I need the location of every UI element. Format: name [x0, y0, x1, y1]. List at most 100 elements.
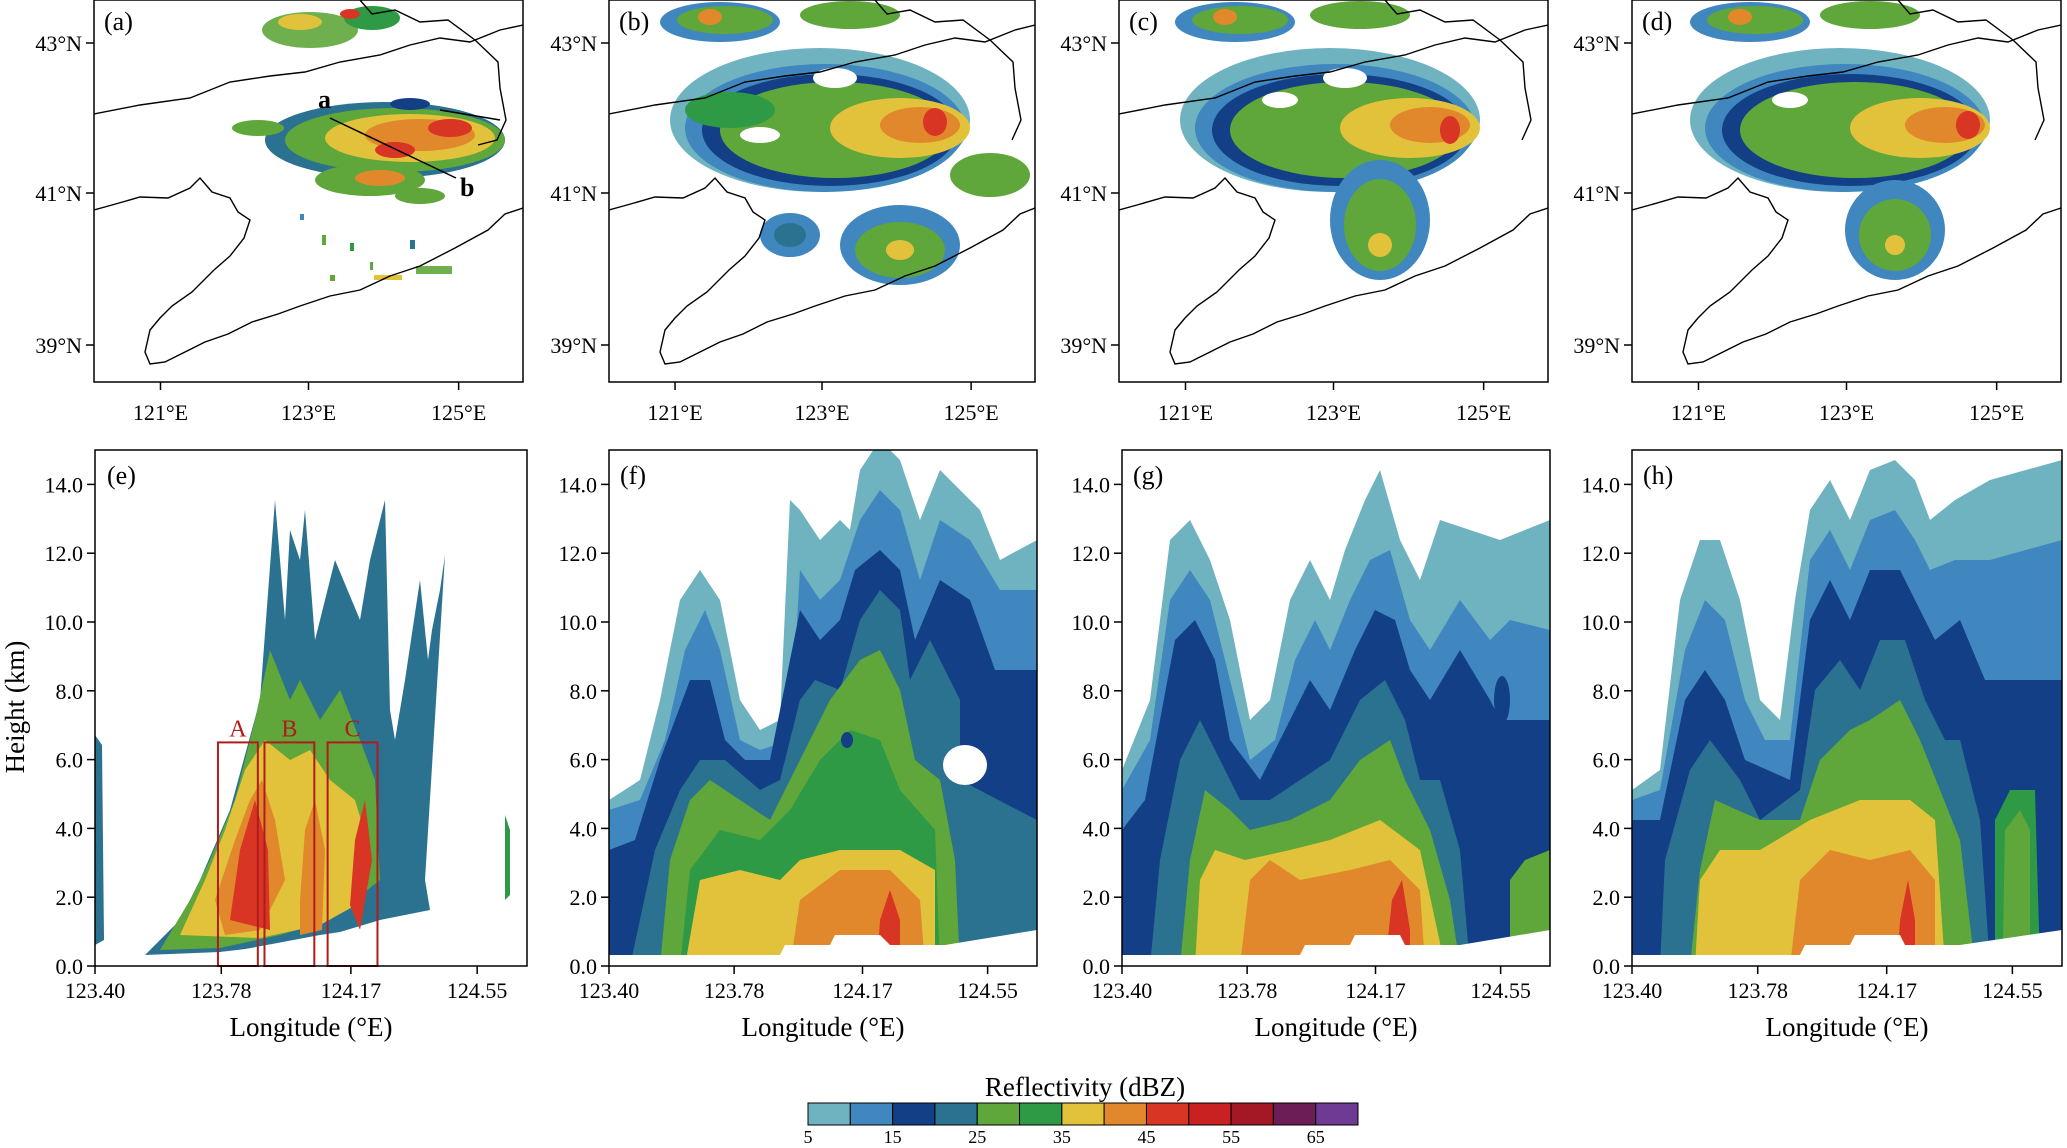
colorbar-swatch [1145, 1102, 1190, 1126]
panel-f-reflectivity [609, 450, 1037, 966]
height-tick-label: 0.0 [1593, 954, 1621, 979]
map-lon-label: 125°E [943, 400, 998, 425]
height-tick-label: 14.0 [1582, 472, 1621, 497]
map-lat-label: 39°N [1573, 333, 1620, 358]
longitude-tick-label: 123.40 [65, 978, 126, 1003]
height-tick-label: 2.0 [570, 885, 598, 910]
height-tick-label: 14.0 [559, 472, 598, 497]
cross-section-frame [608, 449, 1038, 967]
cross-section-frame [1121, 449, 1551, 967]
map-lon-label: 123°E [1306, 400, 1361, 425]
panel-b-geography [609, 0, 1035, 365]
cross-section-axes: 0.0 2.0 4.0 6.0 8.0 10.0 12.0 14.0 123.40 123.78 1… [45, 449, 2063, 1042]
colorbar-tick-label: 55 [1222, 1127, 1240, 1147]
height-tick-label: 12.0 [559, 541, 598, 566]
height-tick-label: 0.0 [56, 954, 84, 979]
map-lon-label: 121°E [647, 400, 702, 425]
height-tick-label: 12.0 [45, 541, 84, 566]
cross-section-frame [94, 449, 528, 967]
map-lon-label: 123°E [1819, 400, 1874, 425]
height-tick-label: 10.0 [45, 610, 84, 635]
longitude-tick-label: 123.40 [579, 978, 640, 1003]
longitude-tick-label: 123.40 [1092, 978, 1153, 1003]
map-lon-label: 121°E [1671, 400, 1726, 425]
colorbar-swatches [807, 1102, 1359, 1126]
map-lon-label: 125°E [1969, 400, 2024, 425]
colorbar-tick-label: 45 [1137, 1127, 1155, 1147]
panel-c-tag: (c) [1129, 7, 1158, 36]
longitude-tick-label: 123.78 [1727, 978, 1788, 1003]
longitude-axis-title: Longitude (°E) [1765, 1012, 1928, 1042]
height-tick-label: 0.0 [570, 954, 598, 979]
panel-h-reflectivity [1632, 460, 2062, 966]
height-tick-label: 4.0 [56, 816, 84, 841]
height-tick-label: 8.0 [1593, 679, 1621, 704]
map-lat-label: 41°N [1573, 181, 1620, 206]
height-tick-label: 6.0 [1593, 748, 1621, 773]
panel-e-reflectivity [95, 500, 527, 966]
panel-d: (d) [1631, 0, 2062, 383]
map-lat-label: 43°N [35, 31, 82, 56]
height-tick-label: 2.0 [1593, 885, 1621, 910]
height-tick-label: 10.0 [559, 610, 598, 635]
colorbar-tick-label: 35 [1053, 1127, 1071, 1147]
longitude-tick-label: 123.78 [191, 978, 252, 1003]
longitude-axis-title: Longitude (°E) [741, 1012, 904, 1042]
height-tick-label: 2.0 [56, 885, 84, 910]
map-lon-label: 123°E [794, 400, 849, 425]
height-tick-label: 8.0 [570, 679, 598, 704]
y-axis-title: Height (km) [0, 641, 30, 774]
panel-a-geography [94, 0, 523, 365]
height-tick-label: 8.0 [56, 679, 84, 704]
colorbar-tick-label: 15 [884, 1127, 902, 1147]
height-tick-label: 6.0 [1083, 748, 1111, 773]
height-tick-label: 12.0 [1582, 541, 1621, 566]
panel-a-radar-echoes [232, 6, 505, 281]
height-tick-label: 10.0 [1582, 610, 1621, 635]
longitude-tick-label: 123.78 [1217, 978, 1278, 1003]
longitude-axis-title: Longitude (°E) [229, 1012, 392, 1042]
colorbar-swatch [892, 1102, 936, 1126]
map-lat-label: 41°N [35, 181, 82, 206]
panel-g: (g) [1122, 461, 1550, 966]
panel-e-tag: (e) [107, 461, 136, 490]
panel-d-geography [1632, 0, 2061, 365]
colorbar-swatch [1272, 1102, 1317, 1126]
panel-a: a b (a) [93, 0, 524, 383]
colorbar-tick-label: 5 [804, 1127, 813, 1147]
map-lat-label: 41°N [550, 181, 597, 206]
panel-a-cross-section-line [329, 117, 457, 179]
height-tick-label: 10.0 [1072, 610, 1111, 635]
colorbar-ticks: 5 15 25 35 45 55 65 [804, 1127, 1325, 1147]
cross-section-frame [1631, 449, 2063, 967]
height-tick-label: 4.0 [1593, 816, 1621, 841]
height-tick-label: 4.0 [570, 816, 598, 841]
panel-c: (c) [1118, 0, 1549, 383]
panel-a-tag: (a) [104, 7, 133, 36]
panel-g-tag: (g) [1133, 461, 1163, 490]
map-lat-label: 39°N [35, 333, 82, 358]
colorbar-title: Reflectivity (dBZ) [985, 1072, 1185, 1102]
map-lon-label: 121°E [1158, 400, 1213, 425]
colorbar-swatch [1188, 1102, 1232, 1126]
colorbar-swatch [1103, 1102, 1147, 1126]
map-lat-label: 39°N [550, 333, 597, 358]
longitude-tick-label: 123.40 [1602, 978, 1663, 1003]
panel-c-geography [1119, 0, 1548, 365]
panel-e-box-a-label: A [229, 716, 247, 742]
longitude-tick-label: 124.17 [321, 978, 382, 1003]
colorbar-swatch [976, 1102, 1021, 1126]
longitude-tick-label: 124.17 [1345, 978, 1406, 1003]
height-tick-label: 6.0 [570, 748, 598, 773]
map-lat-label: 39°N [1060, 333, 1107, 358]
height-tick-label: 14.0 [45, 472, 84, 497]
panel-e: A B C (e) [95, 461, 527, 968]
panel-d-tag: (d) [1642, 7, 1672, 36]
panel-a-point-b-label: b [460, 173, 474, 202]
panel-d-echoes [1690, 1, 1990, 280]
height-tick-label: 14.0 [1072, 472, 1111, 497]
map-lat-label: 43°N [1573, 31, 1620, 56]
longitude-tick-label: 124.55 [447, 978, 508, 1003]
colorbar-tick-label: 25 [968, 1127, 986, 1147]
panel-b: (b) [608, 0, 1036, 383]
